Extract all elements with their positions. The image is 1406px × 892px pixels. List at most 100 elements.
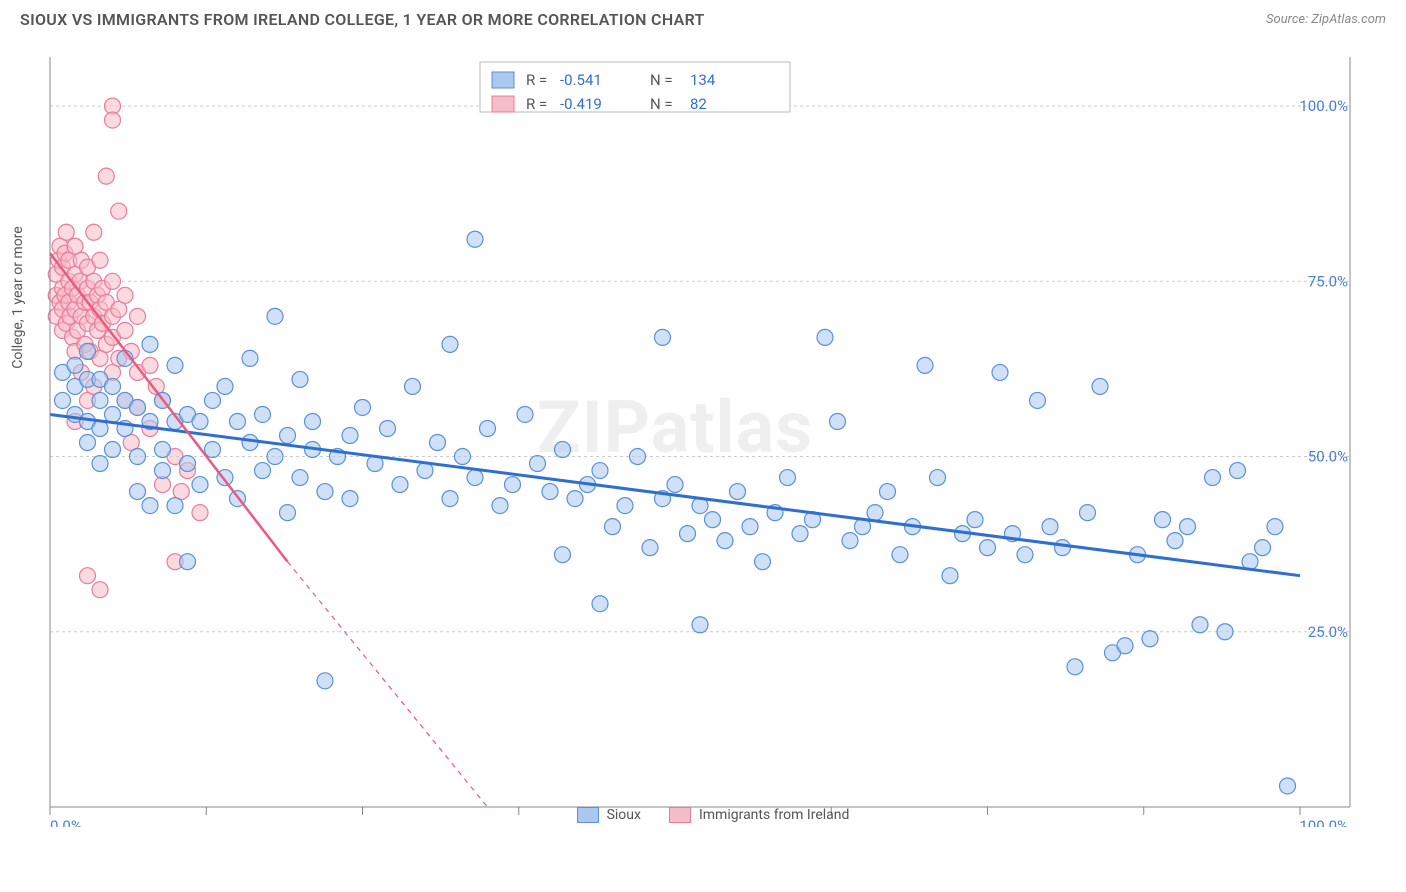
data-point <box>80 568 96 584</box>
data-point <box>930 470 946 486</box>
data-point <box>105 406 121 422</box>
legend-label: Immigrants from Ireland <box>699 807 849 823</box>
source-label: Source: ZipAtlas.com <box>1266 12 1386 27</box>
data-point <box>730 484 746 500</box>
legend-swatch <box>577 807 599 823</box>
data-point <box>530 456 546 472</box>
data-point <box>392 477 408 493</box>
data-point <box>842 533 858 549</box>
legend-swatch <box>492 96 514 112</box>
data-point <box>192 477 208 493</box>
data-point <box>742 519 758 535</box>
data-point <box>130 399 146 415</box>
data-point <box>1030 392 1046 408</box>
data-point <box>467 470 483 486</box>
stats-n-label: N = <box>650 95 673 113</box>
data-point <box>355 399 371 415</box>
data-point <box>155 463 171 479</box>
legend-swatch <box>492 72 514 88</box>
data-point <box>792 526 808 542</box>
watermark: ZIPatlas <box>537 385 813 470</box>
data-point <box>592 596 608 612</box>
data-point <box>142 357 158 373</box>
data-point <box>92 456 108 472</box>
data-point <box>117 287 133 303</box>
data-point <box>180 456 196 472</box>
data-point <box>480 420 496 436</box>
data-point <box>58 224 74 240</box>
data-point <box>555 547 571 563</box>
data-point <box>292 371 308 387</box>
data-point <box>967 512 983 528</box>
data-point <box>980 540 996 556</box>
stats-r-value: -0.541 <box>560 71 602 89</box>
data-point <box>1142 631 1158 647</box>
data-point <box>917 357 933 373</box>
y-tick-label: 75.0% <box>1308 272 1348 290</box>
data-point <box>1230 463 1246 479</box>
data-point <box>780 470 796 486</box>
data-point <box>105 442 121 458</box>
data-point <box>342 428 358 444</box>
data-point <box>992 364 1008 380</box>
stats-n-value: 134 <box>690 71 716 89</box>
data-point <box>192 413 208 429</box>
data-point <box>80 343 96 359</box>
data-point <box>717 533 733 549</box>
data-point <box>1042 519 1058 535</box>
stats-r-label: R = <box>526 71 547 89</box>
data-point <box>80 435 96 451</box>
data-point <box>242 435 258 451</box>
data-point <box>167 357 183 373</box>
data-point <box>867 505 883 521</box>
data-point <box>67 357 83 373</box>
data-point <box>142 336 158 352</box>
data-point <box>655 329 671 345</box>
legend-swatch <box>669 807 691 823</box>
data-point <box>1192 617 1208 633</box>
data-point <box>1217 624 1233 640</box>
data-point <box>230 413 246 429</box>
data-point <box>267 308 283 324</box>
data-point <box>630 449 646 465</box>
correlation-chart: 25.0%50.0%75.0%100.0%ZIPatlas0.0%100.0%R… <box>40 37 1370 827</box>
bottom-legend: SiouxImmigrants from Ireland <box>40 807 1386 823</box>
data-point <box>942 568 958 584</box>
data-point <box>267 449 283 465</box>
data-point <box>830 413 846 429</box>
data-point <box>1117 638 1133 654</box>
data-point <box>1167 533 1183 549</box>
data-point <box>467 231 483 247</box>
y-tick-label: 100.0% <box>1299 97 1348 115</box>
y-tick-label: 50.0% <box>1308 448 1348 466</box>
data-point <box>405 378 421 394</box>
data-point <box>92 392 108 408</box>
data-point <box>492 498 508 514</box>
data-point <box>130 308 146 324</box>
data-point <box>105 273 121 289</box>
data-point <box>817 329 833 345</box>
data-point <box>1092 378 1108 394</box>
data-point <box>1205 470 1221 486</box>
data-point <box>705 512 721 528</box>
data-point <box>255 463 271 479</box>
data-point <box>505 477 521 493</box>
data-point <box>180 554 196 570</box>
data-point <box>255 406 271 422</box>
stats-r-label: R = <box>526 95 547 113</box>
data-point <box>430 435 446 451</box>
data-point <box>130 484 146 500</box>
data-point <box>86 224 102 240</box>
data-point <box>1280 778 1296 794</box>
data-point <box>1055 540 1071 556</box>
stats-r-value: -0.419 <box>560 95 602 113</box>
data-point <box>92 582 108 598</box>
data-point <box>1180 519 1196 535</box>
data-point <box>755 554 771 570</box>
data-point <box>1080 505 1096 521</box>
data-point <box>205 392 221 408</box>
data-point <box>111 203 127 219</box>
data-point <box>1267 519 1283 535</box>
data-point <box>680 526 696 542</box>
data-point <box>167 498 183 514</box>
